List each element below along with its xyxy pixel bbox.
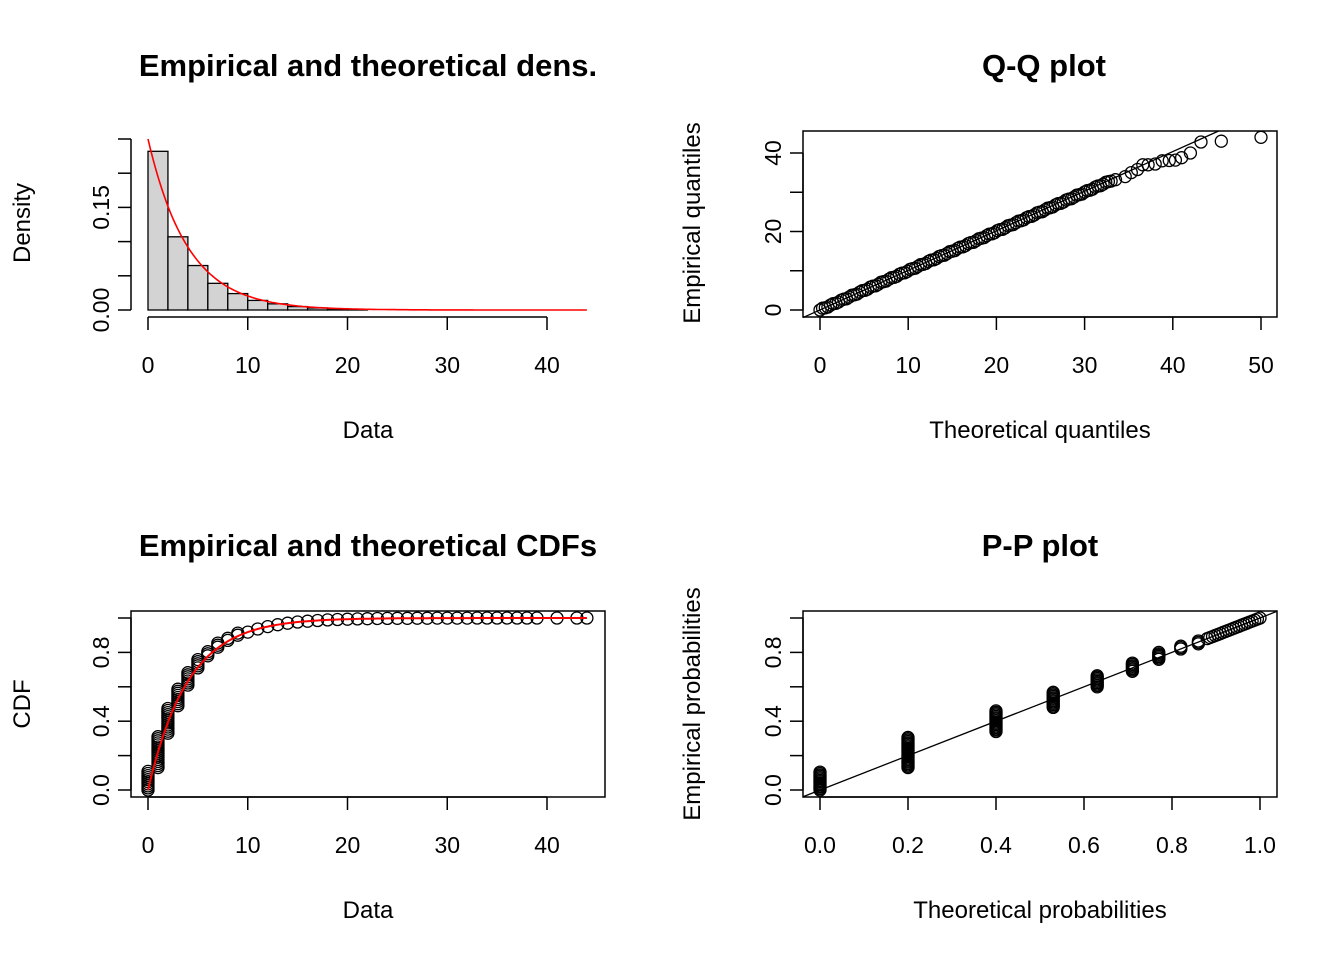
cdf-point xyxy=(241,625,255,639)
density-ylabel: Density xyxy=(9,183,36,263)
pp-xlabel: Theoretical probabilities xyxy=(913,897,1166,924)
density-bar xyxy=(187,264,209,311)
qq-point xyxy=(1124,165,1138,180)
density-x-tick-label: 30 xyxy=(434,352,460,378)
cdf-title: Empirical and theoretical CDFs xyxy=(139,528,597,563)
pp-ylabel: Empirical probabilities xyxy=(679,587,706,820)
qq-x-tick-label: 10 xyxy=(895,352,921,378)
density-bar xyxy=(207,282,229,311)
pp-axes: 0.0 0.2 0.4 0.6 0.8 1.0 0.0 0.4 0.8 xyxy=(760,617,1276,858)
cdf-x-tick-label: 10 xyxy=(235,832,261,858)
pp-y-tick-label: 0.4 xyxy=(760,705,786,737)
cdf-y-tick-label: 0.8 xyxy=(88,636,114,668)
cdf-panel: Empirical and theoretical CDFs Data CDF … xyxy=(9,528,606,924)
density-y-tick-label: 0.00 xyxy=(88,288,114,333)
pp-point xyxy=(1046,685,1060,699)
density-title: Empirical and theoretical dens. xyxy=(139,48,597,83)
pp-x-tick-label: 0.2 xyxy=(892,832,924,858)
qq-point xyxy=(1168,153,1183,167)
density-y-tick-label: 0.15 xyxy=(88,185,114,230)
qq-point xyxy=(1194,135,1208,149)
pp-point xyxy=(1125,656,1140,670)
qq-ylabel: Empirical quantiles xyxy=(679,122,706,323)
cdf-ylabel: CDF xyxy=(9,679,36,728)
pp-x-tick-label: 0.4 xyxy=(980,832,1012,858)
pp-x-tick-label: 1.0 xyxy=(1244,832,1276,858)
qq-points xyxy=(802,130,1268,319)
cdf-x-tick-label: 0 xyxy=(142,832,155,858)
cdf-y-tick-label: 0.0 xyxy=(88,774,114,806)
density-x-tick-label: 20 xyxy=(335,352,361,378)
cdf-x-tick-label: 20 xyxy=(335,832,361,858)
pp-point xyxy=(813,765,827,779)
pp-point xyxy=(901,730,915,745)
density-bars xyxy=(147,150,369,311)
density-bar xyxy=(227,292,249,311)
qq-point xyxy=(1254,130,1268,144)
pp-x-tick-label: 0.6 xyxy=(1068,832,1100,858)
qq-point xyxy=(823,298,838,312)
pp-panel: P-P plot Theoretical probabilities Empir… xyxy=(679,528,1278,924)
pp-x-tick-label: 0.8 xyxy=(1156,832,1188,858)
density-x-tick-label: 40 xyxy=(534,352,560,378)
qq-point xyxy=(980,229,994,243)
qq-axes: 0 10 20 30 40 50 0 20 40 xyxy=(760,140,1274,378)
pp-point xyxy=(1090,669,1104,683)
qq-x-tick-label: 40 xyxy=(1160,352,1186,378)
qq-title: Q-Q plot xyxy=(982,48,1106,83)
pp-y-tick-label: 0.8 xyxy=(760,636,786,668)
cdf-point xyxy=(251,622,265,636)
cdf-axes: 0 10 20 30 40 0.0 0.4 0.8 xyxy=(88,617,560,858)
qq-point xyxy=(950,241,965,256)
pp-reference-line xyxy=(802,610,1278,798)
density-x-tick-label: 10 xyxy=(235,352,261,378)
qq-x-tick-label: 30 xyxy=(1072,352,1098,378)
qq-point xyxy=(1162,153,1176,168)
cdf-point xyxy=(261,619,275,634)
density-x-tick-label: 0 xyxy=(142,352,155,378)
cdf-plot-box xyxy=(130,610,606,798)
pp-points xyxy=(802,610,1278,798)
qq-point xyxy=(1077,185,1092,199)
density-xlabel: Data xyxy=(343,417,394,444)
qq-point xyxy=(1155,154,1169,168)
qq-y-tick-label: 40 xyxy=(760,140,786,166)
pp-point xyxy=(989,704,1003,718)
qq-panel: Q-Q plot Theoretical quantiles Empirical… xyxy=(679,48,1278,444)
density-panel: Empirical and theoretical dens. Data Den… xyxy=(9,48,597,444)
qq-y-tick-label: 20 xyxy=(760,219,786,245)
qq-xlabel: Theoretical quantiles xyxy=(929,417,1150,444)
qq-point xyxy=(1183,146,1198,160)
cdf-y-tick-label: 0.4 xyxy=(88,705,114,737)
cdf-curve xyxy=(147,617,587,791)
cdf-xlabel: Data xyxy=(343,897,394,924)
density-bar xyxy=(167,236,189,311)
pp-x-tick-label: 0.0 xyxy=(804,832,836,858)
pp-title: P-P plot xyxy=(982,528,1099,563)
qq-point xyxy=(1108,173,1123,187)
cdf-x-tick-label: 30 xyxy=(434,832,460,858)
qq-point xyxy=(1141,158,1155,172)
cdf-points xyxy=(141,611,594,797)
qq-x-tick-label: 0 xyxy=(814,352,827,378)
qq-point xyxy=(853,285,867,299)
qq-point xyxy=(1148,157,1162,171)
density-axes: 0 10 20 30 40 0.00 0.15 xyxy=(88,138,560,378)
pp-y-tick-label: 0.0 xyxy=(760,774,786,806)
density-bar xyxy=(247,299,269,311)
qq-point xyxy=(1214,134,1228,148)
pp-point xyxy=(1253,611,1267,625)
pp-point xyxy=(1152,645,1166,660)
qq-y-tick-label: 0 xyxy=(760,304,786,317)
qq-x-tick-label: 20 xyxy=(984,352,1010,378)
density-curve xyxy=(147,138,587,311)
cdf-x-tick-label: 40 xyxy=(534,832,560,858)
qq-x-tick-label: 50 xyxy=(1248,352,1274,378)
cdf-point xyxy=(151,730,165,744)
pp-point xyxy=(1174,639,1188,653)
